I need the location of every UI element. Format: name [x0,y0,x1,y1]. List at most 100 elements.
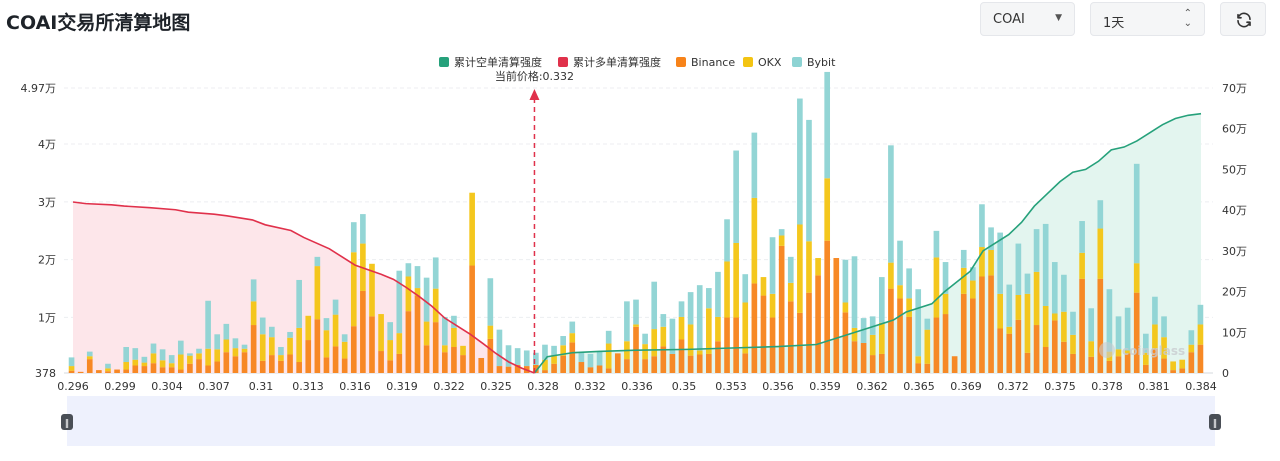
y-left-tick-label: 3万 [38,196,56,209]
y-right-tick-label: 10万 [1222,326,1247,339]
okx-bar [1042,305,1049,347]
range-handle-right[interactable] [1209,414,1221,430]
okx-bar [569,333,576,343]
y-right-tick-label: 70万 [1222,82,1247,95]
binance-bar [1124,353,1131,373]
binance-bar [141,366,148,373]
bybit-bar [769,237,776,294]
okx-bar [1097,228,1104,279]
okx-bar [451,327,457,347]
binance-bar [460,355,466,373]
x-tick-label: 0.332 [574,380,606,393]
okx-bar [733,242,739,318]
okx-bar [1006,326,1013,334]
okx-bar [332,314,339,347]
okx-bar [869,334,876,356]
okx-bar [1070,334,1076,354]
bybit-bar [1024,273,1031,294]
bybit-bar [350,222,357,253]
okx-bar [742,302,749,354]
okx-bar [241,348,248,353]
okx-bar [105,368,111,372]
bybit-bar [624,301,630,342]
binance-bar [1006,333,1013,373]
binance-bar [660,346,667,373]
okx-bar [851,327,858,342]
bybit-bar [578,352,585,363]
bybit-bar [1070,311,1076,335]
binance-bar [560,355,566,373]
okx-bar [287,337,293,355]
bybit-bar [278,346,284,356]
okx-bar [1188,344,1195,353]
bybit-bar [778,229,785,236]
binance-bar [751,283,758,373]
bybit-bar [451,315,457,328]
bybit-bar [177,340,184,355]
y-left-tick-label: 2万 [38,254,56,267]
okx-bar [696,350,703,355]
okx-bar [232,348,239,357]
bybit-bar [441,316,448,346]
okx-bar [205,348,211,366]
okx-bar [778,235,785,246]
x-tick-label: 0.381 [1138,380,1170,393]
watermark-text: coinglass [1122,344,1185,358]
binance-bar [1042,346,1049,373]
okx-bar [970,280,976,299]
binance-bar [715,341,721,373]
okx-bar [1015,294,1022,320]
binance-bar [833,258,840,373]
bybit-bar [979,204,985,248]
okx-bar [1152,324,1158,349]
range-handle-left[interactable] [61,414,73,430]
legend-label: 累计多单清算强度 [573,55,661,69]
bybit-bar [1152,296,1158,325]
y-right-tick-label: 30万 [1222,245,1247,258]
okx-bar [960,267,967,294]
okx-bar [259,334,266,361]
x-tick-label: 0.296 [57,380,89,393]
binance-bar [287,354,293,373]
okx-bar [678,316,685,340]
symbol-select[interactable]: COAI ▼ [980,2,1075,36]
bybit-bar [715,271,721,317]
bybit-bar [150,343,157,354]
binance-bar [187,363,193,373]
binance-bar [1179,368,1186,373]
period-select[interactable]: 1天 ⌃ ⌄ [1090,2,1205,36]
binance-bar [177,369,184,373]
binance-bar [578,362,585,373]
binance-bar [487,338,494,373]
binance-bar [642,359,648,373]
okx-bar [132,359,139,366]
okx-bar [797,224,803,313]
binance-bar [514,364,521,373]
bybit-bar [897,240,903,286]
legend-swatch [792,57,802,67]
y-left-tick-label: 4.97万 [21,82,57,95]
x-tick-label: 0.353 [715,380,747,393]
okx-bar [1061,311,1067,342]
bybit-bar [259,317,266,335]
refresh-button[interactable] [1220,2,1266,36]
binance-bar [414,295,421,373]
binance-bar [533,364,539,373]
binance-bar [269,355,275,373]
okx-bar [1170,361,1176,371]
okx-bar [378,314,384,352]
okx-bar [396,333,403,354]
bybit-bar [432,257,439,289]
bybit-bar [888,145,894,263]
bybit-bar [806,119,812,242]
okx-bar [842,302,849,313]
x-tick-label: 0.356 [762,380,794,393]
okx-bar [824,178,831,241]
binance-bar [1170,370,1176,373]
binance-bar [1143,364,1149,373]
bybit-bar [287,331,293,338]
bybit-bar [405,263,412,277]
binance-bar [441,352,448,373]
binance-bar [168,367,175,373]
bybit-bar [533,352,539,365]
